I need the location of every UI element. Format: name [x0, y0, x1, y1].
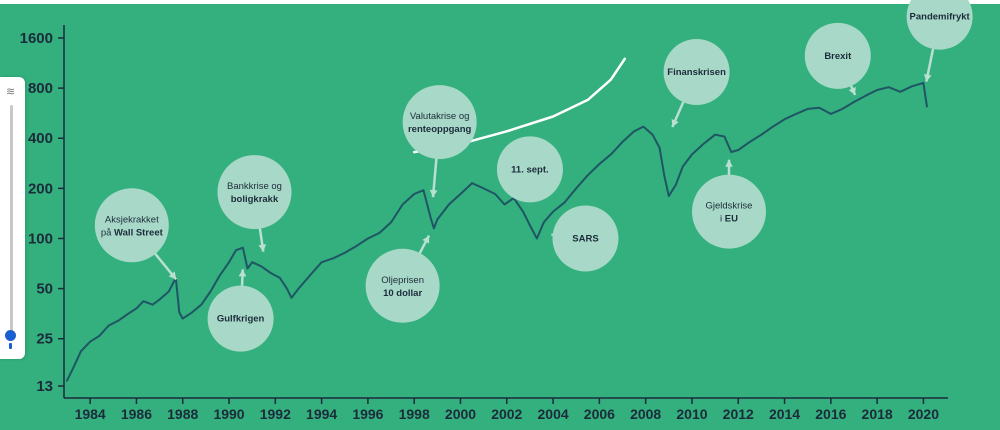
x-tick-label: 1988 — [167, 406, 198, 422]
annotation-line2-pre: i — [720, 214, 725, 225]
x-tick-label: 1990 — [213, 406, 244, 422]
annotation-finanskrisen: Finanskrisen — [663, 38, 730, 128]
annotation-label: Pandemifrykt — [910, 12, 971, 23]
annotation-label: Gulfkrigen — [217, 314, 265, 325]
top-strip — [0, 0, 1000, 4]
annotation-line2-bold: EU — [725, 214, 738, 225]
y-tick-label: 1600 — [20, 30, 53, 47]
annotation-bubble — [402, 85, 477, 160]
annotation-aksjekrakket: Aksjekrakket på Wall Street — [94, 188, 178, 281]
x-tick-label: 2002 — [491, 406, 522, 422]
annotation-bubble — [906, 0, 973, 50]
annotation-arrowhead — [422, 235, 430, 244]
annotation-bubble — [691, 174, 766, 249]
annotation-line2-bold: Wall Street — [114, 227, 164, 238]
annotation-sars: SARS — [551, 205, 619, 272]
y-tick-label: 400 — [28, 130, 53, 147]
x-tick-label: 2012 — [723, 406, 754, 422]
annotation-bubble — [207, 285, 274, 352]
annotation-arrowhead — [429, 189, 438, 198]
annotation-line2: renteoppgang — [408, 124, 472, 135]
series-line-index — [66, 81, 928, 382]
zoom-slider[interactable]: ≋ — [0, 77, 25, 359]
slider-track[interactable] — [10, 105, 13, 331]
x-tick-label: 2014 — [769, 406, 800, 422]
annotation-label: Brexit — [824, 51, 852, 62]
annotation-line2: 10 dollar — [383, 288, 422, 299]
annotation-brexit: Brexit — [804, 22, 871, 96]
x-axis-ticks: 1984 1986 1988 1990 1992 1994 1996 1998 2000 2002… — [75, 398, 939, 422]
annotation-bubble — [804, 22, 871, 89]
annotation-line1: Bankkrise og — [227, 181, 282, 192]
annotation-bubble — [94, 188, 169, 263]
x-tick-label: 1998 — [399, 406, 430, 422]
annotation-bubble — [552, 205, 619, 272]
x-tick-label: 1984 — [75, 406, 106, 422]
x-tick-label: 1986 — [121, 406, 152, 422]
x-tick-label: 2004 — [538, 406, 569, 422]
annotation-line2-bold: 10 dollar — [383, 288, 422, 299]
annotation-arrowhead — [238, 269, 247, 277]
annotation-line2: boligkrakk — [231, 194, 279, 205]
annotation-line2: i EU — [720, 214, 738, 225]
y-tick-label: 800 — [28, 80, 53, 97]
annotations-layer: Aksjekrakket på Wall Street Bankkrise og bo… — [94, 0, 973, 352]
annotation-bankkrise: Bankkrise og boligkrakk — [217, 155, 292, 252]
annotation-arrowhead — [848, 87, 856, 96]
annotation-label: SARS — [572, 233, 598, 244]
annotation-line1: Aksjekrakket — [105, 214, 159, 225]
x-tick-label: 1996 — [352, 406, 383, 422]
slider-grip-icon[interactable]: ≋ — [6, 86, 16, 98]
x-tick-label: 2016 — [815, 406, 846, 422]
annotation-label: Finanskrisen — [667, 67, 726, 78]
y-tick-label: 100 — [28, 230, 53, 247]
y-tick-label: 25 — [36, 331, 53, 348]
annotation-bubble — [365, 248, 440, 323]
slider-thumb[interactable] — [5, 330, 16, 341]
annotation-bubble — [217, 155, 292, 230]
annotation-september: 11. sept. — [496, 136, 563, 203]
annotation-line2-bold: boligkrakk — [231, 194, 279, 205]
annotation-bubble — [663, 38, 730, 105]
annotation-valutakrise: Valutakrise og renteoppgang — [402, 85, 477, 198]
annotation-line1: Oljeprisen — [381, 275, 424, 286]
annotation-arrowhead — [923, 74, 932, 82]
y-tick-label: 200 — [28, 180, 53, 197]
annotation-line1: Gjeldskrise — [705, 201, 752, 212]
annotation-line1: Valutakrise og — [410, 111, 470, 122]
annotation-bubble — [496, 136, 563, 203]
x-tick-label: 2018 — [862, 406, 893, 422]
x-tick-label: 2008 — [630, 406, 661, 422]
annotation-line2-pre: på — [101, 227, 114, 238]
annotation-gulfkrigen: Gulfkrigen — [207, 269, 274, 352]
annotation-label: 11. sept. — [511, 164, 549, 175]
y-axis-ticks: 13 25 50 100 200 400 800 1600 — [20, 30, 64, 395]
x-tick-label: 2010 — [676, 406, 707, 422]
annotation-arrowhead — [168, 271, 177, 280]
annotation-line2-bold: renteoppgang — [408, 124, 472, 135]
y-tick-label: 50 — [36, 281, 53, 298]
annotation-arrow — [431, 154, 438, 198]
x-tick-label: 1992 — [260, 406, 291, 422]
annotation-arrowhead — [258, 244, 267, 252]
x-tick-label: 1994 — [306, 406, 337, 422]
annotation-gjeldskrise: Gjeldskrise i EU — [691, 159, 766, 249]
annotation-arrowhead — [671, 119, 679, 127]
slider-thumb-marker — [9, 343, 12, 349]
annotation-line2: på Wall Street — [101, 227, 164, 238]
y-tick-label: 13 — [36, 378, 53, 395]
annotation-pandemi: Pandemifrykt — [906, 0, 973, 82]
annotation-arrowhead — [725, 159, 733, 167]
annotation-oljeprisen: Oljeprisen 10 dollar — [365, 234, 440, 323]
x-tick-label: 2006 — [584, 406, 615, 422]
x-tick-label: 2000 — [445, 406, 476, 422]
x-tick-label: 2020 — [908, 406, 939, 422]
